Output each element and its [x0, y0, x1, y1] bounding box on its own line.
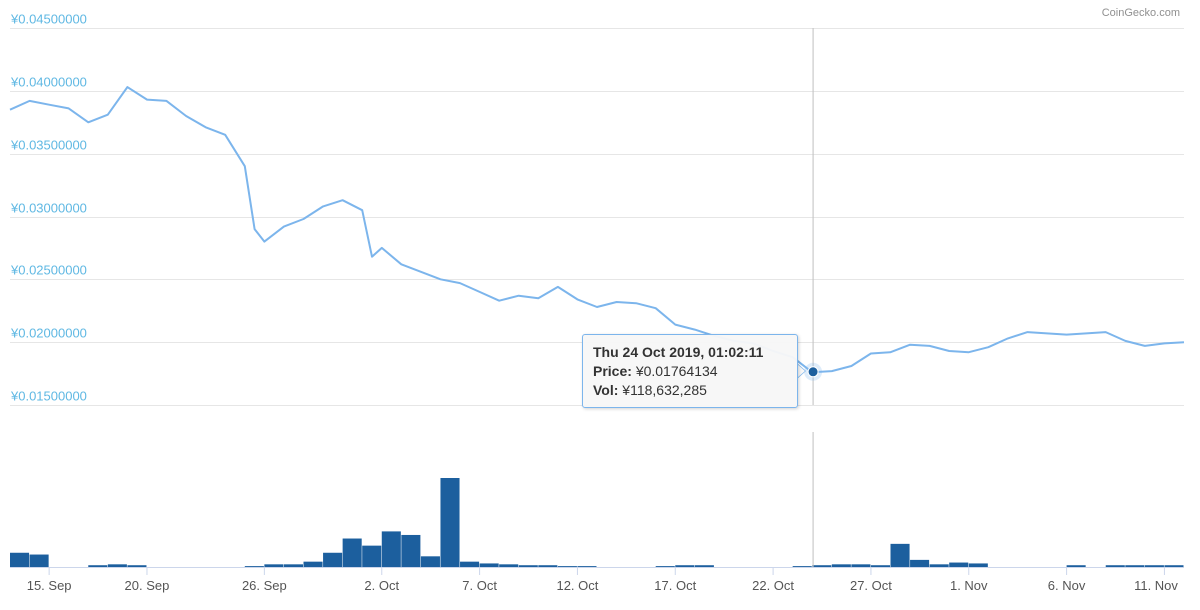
volume-bar: [557, 566, 577, 567]
volume-bar: [655, 566, 675, 567]
price-line: [9, 86, 1185, 374]
date-tick-label: 22. Oct: [752, 578, 794, 593]
volume-bar: [1105, 565, 1125, 567]
price-series: [9, 86, 1185, 374]
volume-bar: [264, 564, 284, 567]
volume-bar: [792, 566, 812, 567]
volume-bar: [949, 562, 969, 567]
volume-bar: [342, 538, 362, 567]
volume-bar: [910, 559, 930, 567]
date-tick-label: 26. Sep: [242, 578, 287, 593]
volume-bar: [499, 564, 519, 567]
volume-bar: [323, 552, 343, 567]
date-tick-label: 2. Oct: [364, 578, 399, 593]
volume-bar: [968, 563, 988, 567]
price-tick-label: ¥0.02000000: [10, 326, 87, 341]
volume-bars: [10, 478, 1184, 567]
tooltip-pointer-fill: [797, 364, 805, 378]
volume-bar: [107, 564, 127, 567]
volume-bar: [929, 564, 949, 567]
volume-bar: [381, 531, 401, 567]
tooltip-vol-value: ¥118,632,285: [622, 382, 707, 398]
price-tick-label: ¥0.03000000: [10, 201, 87, 216]
date-axis: 15. Sep 20. Sep 26. Sep 2. Oct 7. Oct 12. Oct…: [10, 567, 1184, 593]
tooltip-price-value: ¥0.01764134: [635, 363, 718, 379]
price-axis-labels: ¥0.04500000 ¥0.04000000 ¥0.03500000 ¥0.0300…: [10, 12, 87, 404]
volume-bar: [831, 564, 851, 567]
tooltip-price-label: Price:: [593, 363, 632, 379]
volume-bar: [694, 565, 714, 567]
volume-bar: [29, 554, 49, 567]
price-tick-label: ¥0.04500000: [10, 12, 87, 27]
date-tick-label: 6. Nov: [1048, 578, 1086, 593]
price-tick-label: ¥0.03500000: [10, 138, 87, 153]
volume-bar: [538, 565, 558, 567]
volume-bar: [479, 563, 499, 567]
volume-bar: [420, 556, 440, 567]
date-tick-label: 20. Sep: [125, 578, 170, 593]
hover-tooltip: Thu 24 Oct 2019, 01:02:11 Price: ¥0.0176…: [582, 334, 798, 408]
credit-text[interactable]: CoinGecko.com: [1102, 7, 1180, 19]
volume-bar: [440, 478, 460, 567]
volume-bar: [812, 565, 832, 567]
volume-bar: [870, 565, 890, 567]
volume-bar: [518, 565, 538, 567]
date-tick-label: 11. Nov: [1134, 578, 1178, 593]
volume-bar: [1066, 565, 1086, 567]
volume-bar: [577, 566, 597, 567]
volume-bar: [890, 543, 910, 567]
date-tick-label: 27. Oct: [850, 578, 892, 593]
volume-bar: [675, 565, 695, 567]
tooltip-date: Thu 24 Oct 2019, 01:02:11: [593, 344, 764, 360]
price-tick-label: ¥0.04000000: [10, 75, 87, 90]
volume-bar: [244, 566, 264, 567]
price-tick-label: ¥0.01500000: [10, 389, 87, 404]
price-tick-label: ¥0.02500000: [10, 263, 87, 278]
date-tick-label: 12. Oct: [556, 578, 598, 593]
volume-bar: [88, 565, 108, 567]
volume-bar: [127, 565, 147, 567]
crosshair: [804, 28, 823, 567]
tooltip-vol-label: Vol:: [593, 382, 619, 398]
volume-bar: [362, 545, 382, 567]
date-tick-label: 15. Sep: [27, 578, 72, 593]
volume-bar: [1164, 565, 1184, 567]
date-tick-label: 1. Nov: [950, 578, 988, 593]
volume-bar: [10, 552, 30, 567]
volume-bar: [401, 534, 421, 567]
volume-bar: [1144, 565, 1164, 567]
volume-bar: [303, 561, 323, 567]
volume-bar: [851, 564, 871, 567]
volume-bar: [283, 564, 303, 567]
volume-bar: [1125, 565, 1145, 567]
volume-bar: [460, 561, 480, 567]
date-tick-label: 7. Oct: [462, 578, 497, 593]
hover-point: [807, 366, 819, 378]
date-tick-label: 17. Oct: [654, 578, 696, 593]
